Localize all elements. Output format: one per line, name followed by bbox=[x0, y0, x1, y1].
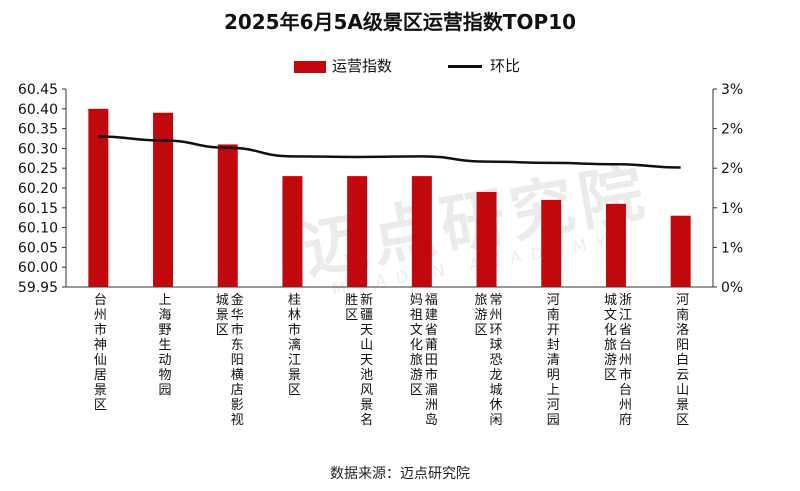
left-tick-label: 60.45 bbox=[18, 82, 58, 98]
bar bbox=[605, 203, 626, 287]
right-tick-label: 0% bbox=[721, 280, 743, 296]
left-tick-label: 60.15 bbox=[18, 201, 58, 217]
left-tick-label: 60.10 bbox=[18, 221, 58, 237]
bar bbox=[153, 112, 174, 287]
category-label: 常州环球恐龙城休闲旅游区 bbox=[475, 293, 503, 428]
legend-bar-swatch bbox=[294, 60, 326, 73]
bar bbox=[282, 176, 303, 287]
left-tick-label: 60.30 bbox=[18, 141, 58, 157]
chart-title: 2025年6月5A级景区运营指数TOP10 bbox=[223, 10, 577, 34]
category-label: 浙江省台州市台州府城文化旅游区 bbox=[604, 293, 632, 428]
bar bbox=[88, 108, 109, 287]
category-label: 上海野生动物园 bbox=[159, 293, 172, 398]
category-label: 河南开封清明上河园 bbox=[547, 293, 560, 428]
left-tick-label: 60.00 bbox=[18, 260, 58, 276]
category-label: 福建省莆田市湄洲岛妈祖文化旅游区 bbox=[410, 293, 438, 428]
category-label: 河南洛阳白云山景区 bbox=[676, 293, 689, 428]
right-tick-label: 3% bbox=[721, 82, 743, 98]
source-note: 数据来源：迈点研究院 bbox=[330, 466, 470, 482]
bar bbox=[217, 144, 238, 287]
category-label: 金华市东阳横店影视城景区 bbox=[216, 292, 244, 428]
legend-bar-label: 运营指数 bbox=[332, 57, 393, 75]
bar bbox=[476, 191, 497, 287]
right-tick-label: 2% bbox=[721, 161, 743, 177]
bar bbox=[347, 176, 368, 287]
legend-item-bar[interactable]: 运营指数 bbox=[294, 56, 392, 76]
legend: 运营指数 环比 bbox=[0, 56, 800, 78]
left-tick-label: 60.40 bbox=[18, 102, 58, 118]
category-label: 桂林市漓江景区 bbox=[288, 293, 301, 398]
right-tick-label: 1% bbox=[721, 240, 743, 256]
category-label: 台州市神仙居景区 bbox=[94, 293, 107, 413]
right-tick-label: 1% bbox=[721, 201, 743, 217]
legend-line-label: 环比 bbox=[490, 57, 521, 75]
bar bbox=[411, 176, 432, 287]
legend-item-line[interactable]: 环比 bbox=[448, 56, 520, 76]
left-tick-label: 60.05 bbox=[18, 240, 58, 256]
right-tick-label: 2% bbox=[721, 122, 743, 138]
left-tick-label: 59.95 bbox=[18, 280, 58, 296]
line-series bbox=[98, 135, 681, 169]
bar bbox=[670, 215, 691, 287]
legend-line-swatch bbox=[448, 65, 482, 68]
category-label: 新疆天山天池风景名胜区 bbox=[345, 292, 373, 428]
left-tick-label: 60.20 bbox=[18, 181, 58, 197]
left-tick-label: 60.25 bbox=[18, 161, 58, 177]
bar bbox=[541, 199, 562, 287]
left-tick-label: 60.35 bbox=[18, 122, 58, 138]
